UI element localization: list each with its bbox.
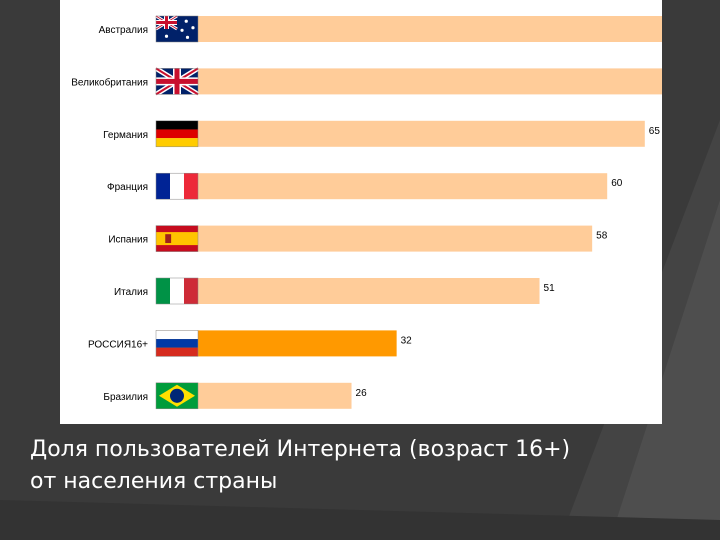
value-label: 32 [401, 335, 413, 346]
flag-border [155, 225, 199, 252]
caption-line-2: от населения страны [30, 469, 278, 494]
flag-border [155, 382, 199, 410]
slide-caption: Доля пользователей Интернета (возраст 16… [30, 434, 700, 498]
bar [156, 173, 608, 200]
category-label: Испания [108, 235, 148, 246]
value-label: 60 [611, 178, 623, 189]
bar [156, 120, 645, 147]
flag-part [156, 347, 198, 357]
caption-line-1: Доля пользователей Интернета (возраст 16… [30, 437, 571, 462]
flag-part [170, 278, 184, 304]
value-label: 65 [649, 126, 661, 137]
bar [156, 278, 540, 304]
germany-flag-icon [155, 120, 199, 148]
category-label: Австралия [99, 25, 148, 36]
flag-part [156, 339, 198, 348]
value-label: 58 [596, 231, 608, 242]
flag-border [155, 277, 199, 305]
spain-flag-icon [155, 225, 199, 252]
category-label: Бразилия [103, 392, 148, 403]
russia-flag-icon [155, 330, 199, 357]
france-flag-icon [155, 172, 199, 200]
australia-flag-icon [155, 14, 199, 43]
flag-part [156, 138, 198, 147]
flag-border [155, 68, 199, 95]
flag-part [180, 28, 184, 32]
italy-flag-icon [155, 277, 199, 305]
flag-part [156, 173, 170, 200]
flag-border [155, 172, 199, 200]
bar-chart: Австралия75Великобритания68Германия65Фра… [71, 14, 662, 410]
category-label: РОССИЯ16+ [88, 339, 148, 350]
category-label: Великобритания [71, 76, 148, 88]
uk-flag-icon [154, 66, 200, 97]
category-label: Италия [114, 287, 148, 298]
flag-part [156, 21, 177, 24]
flag-part [156, 78, 198, 84]
chart-panel: Австралия75Великобритания68Германия65Фра… [60, 0, 662, 424]
flag-part [184, 278, 198, 304]
background-stripe [0, 500, 720, 540]
bar [156, 225, 593, 252]
value-label: 26 [356, 388, 368, 399]
flag-part [185, 35, 190, 39]
flag-part [156, 330, 198, 340]
flag-part [184, 173, 198, 200]
category-label: Франция [107, 182, 148, 193]
flag-part [165, 234, 172, 244]
bar [156, 68, 662, 95]
bar [156, 16, 662, 42]
flag-part [156, 129, 198, 139]
flag-part [156, 278, 170, 304]
flag-part [164, 34, 169, 38]
category-label: Германия [103, 130, 148, 141]
flag-part [156, 232, 198, 246]
flag-border [155, 120, 199, 148]
flag-part [170, 173, 184, 200]
brazil-flag-icon [155, 382, 199, 410]
flag-part [191, 26, 195, 30]
flag-border [155, 15, 199, 43]
flag-part [169, 388, 185, 403]
flag-border [155, 330, 199, 357]
flag-part [156, 120, 198, 130]
flag-part [184, 19, 188, 23]
value-label: 51 [544, 283, 556, 294]
